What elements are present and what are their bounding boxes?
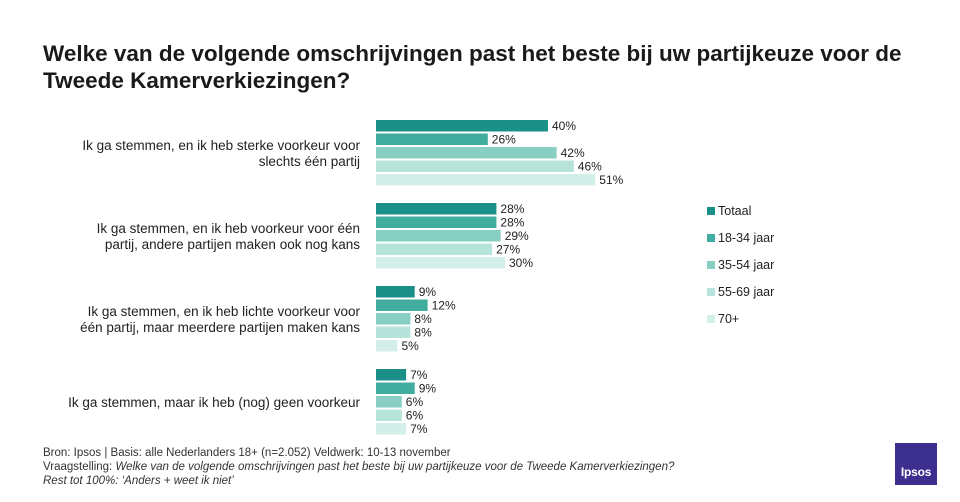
bar: [376, 409, 402, 421]
ipsos-logo: Ipsos: [895, 443, 937, 485]
bar: [376, 396, 402, 408]
bar: [376, 160, 574, 172]
bar: [376, 382, 415, 394]
category-label: Ik ga stemmen, en ik heb sterke voorkeur…: [82, 138, 360, 153]
legend-swatch: [707, 315, 715, 323]
bar: [376, 243, 493, 255]
footnote-question-label: Vraagstelling:: [43, 461, 116, 473]
footnote-rest: Rest tot 100%: ‘Anders + weet ik niet’: [43, 475, 234, 487]
data-label: 5%: [402, 339, 420, 353]
category-label: partij, andere partijen maken ook nog ka…: [105, 237, 360, 252]
data-label: 51%: [599, 173, 623, 187]
footnote: Bron: Ipsos | Basis: alle Nederlanders 1…: [43, 446, 863, 488]
legend-swatch: [707, 207, 715, 215]
footnote-question-text: Welke van de volgende omschrijvingen pas…: [115, 461, 675, 473]
category-label: slechts één partij: [259, 154, 360, 169]
category-label: Ik ga stemmen, en ik heb voorkeur voor é…: [97, 221, 360, 236]
legend-label: 35-54 jaar: [718, 258, 774, 272]
bar: [376, 286, 415, 298]
bar: [376, 133, 488, 145]
data-label: 8%: [414, 326, 432, 340]
legend-label: Totaal: [718, 204, 751, 218]
legend-swatch: [707, 261, 715, 269]
ipsos-logo-text: Ipsos: [900, 465, 932, 479]
bar: [376, 299, 428, 311]
bar: [376, 423, 407, 435]
data-label: 27%: [496, 243, 520, 257]
bar: [376, 174, 596, 186]
data-label: 7%: [410, 368, 428, 382]
bar: [376, 203, 497, 215]
data-label: 28%: [500, 216, 524, 230]
data-label: 12%: [432, 299, 456, 313]
legend-swatch: [707, 234, 715, 242]
data-label: 6%: [406, 395, 424, 409]
bar: [376, 326, 411, 338]
data-label: 40%: [552, 119, 576, 133]
bar: [376, 147, 557, 159]
bar: [376, 120, 548, 132]
footnote-question: Vraagstelling: Welke van de volgende oms…: [43, 460, 863, 474]
bar: [376, 313, 411, 325]
category-label: één partij, maar meerdere partijen maken…: [80, 320, 360, 335]
data-label: 46%: [578, 160, 602, 174]
legend-label: 55-69 jaar: [718, 285, 774, 299]
bar: [376, 230, 501, 242]
bar: [376, 340, 398, 352]
legend-label: 70+: [718, 312, 739, 326]
data-label: 9%: [419, 382, 437, 396]
category-label: Ik ga stemmen, en ik heb lichte voorkeur…: [88, 304, 361, 319]
bar: [376, 369, 407, 381]
page-title: Welke van de volgende omschrijvingen pas…: [43, 41, 902, 93]
data-label: 8%: [414, 312, 432, 326]
category-label: Ik ga stemmen, maar ik heb (nog) geen vo…: [68, 395, 360, 410]
data-label: 30%: [509, 256, 533, 270]
footnote-source: Bron: Ipsos | Basis: alle Nederlanders 1…: [43, 447, 451, 459]
data-label: 7%: [410, 422, 428, 436]
bar: [376, 216, 497, 228]
data-label: 42%: [561, 146, 585, 160]
legend-label: 18-34 jaar: [718, 231, 774, 245]
legend-swatch: [707, 288, 715, 296]
data-label: 28%: [500, 202, 524, 216]
data-label: 6%: [406, 409, 424, 423]
data-label: 26%: [492, 133, 516, 147]
bar: [376, 257, 505, 269]
data-label: 9%: [419, 285, 437, 299]
data-label: 29%: [505, 229, 529, 243]
